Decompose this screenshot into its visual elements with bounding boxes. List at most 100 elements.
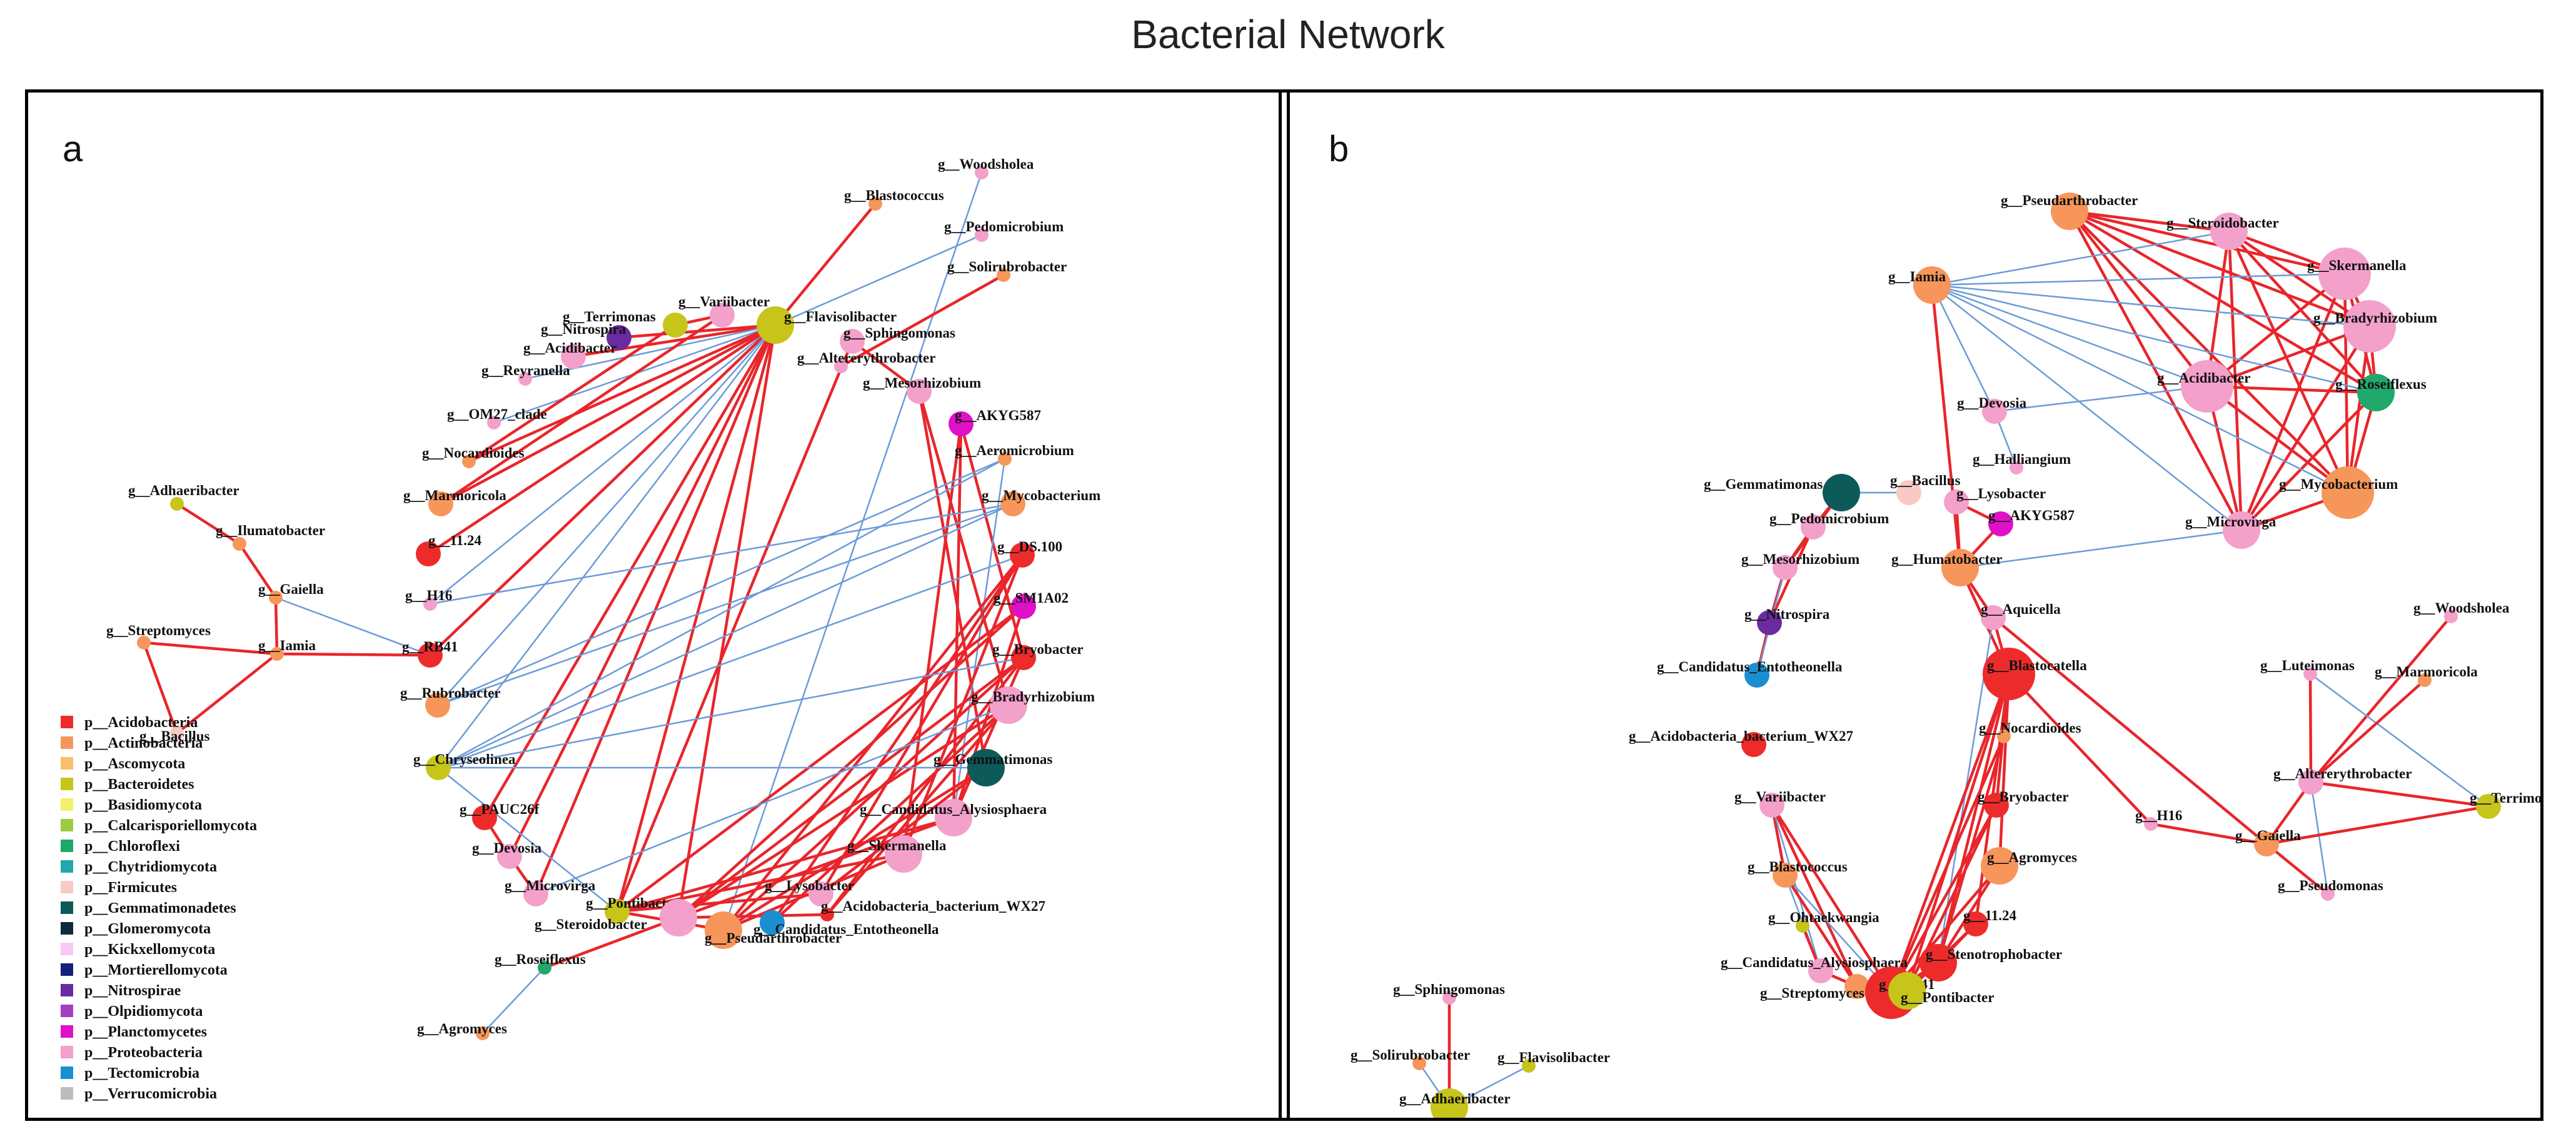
node-circle[interactable]: [1983, 648, 2035, 700]
node-circle[interactable]: [606, 325, 631, 350]
node-circle[interactable]: [1801, 514, 1826, 539]
node-nitrospira[interactable]: g__Nitrospira: [541, 321, 631, 350]
node-circle[interactable]: [1984, 793, 2009, 818]
node-circle[interactable]: [1981, 847, 2018, 885]
node-circle[interactable]: [1844, 974, 1869, 999]
node-circle[interactable]: [1888, 972, 1926, 1010]
node-skermanella[interactable]: g__Skermanella: [847, 835, 947, 873]
node-skermanella[interactable]: g__Skermanella: [2307, 248, 2407, 300]
node-steroidobacter[interactable]: g__Steroidobacter: [2166, 213, 2279, 250]
node-steroidobacter[interactable]: g__Steroidobacter: [535, 899, 697, 936]
node-gemmatimonas[interactable]: g__Gemmatimonas: [933, 749, 1052, 786]
node-roseiflexus[interactable]: g__Roseiflexus: [495, 951, 586, 975]
node-circle[interactable]: [2418, 673, 2432, 687]
node-circle[interactable]: [998, 452, 1012, 466]
node-lysobacter[interactable]: g__Lysobacter: [1944, 486, 2046, 514]
node-circle[interactable]: [808, 881, 833, 906]
node-bradyrhizobium[interactable]: g__Bradyrhizobium: [2313, 300, 2437, 353]
node-pauc26f[interactable]: g__PAUC26f: [460, 801, 540, 830]
node-candidatus-alysiosphaera[interactable]: g__Candidatus_Alysiosphaera: [860, 799, 1047, 836]
node-variibacter[interactable]: g__Variibacter: [678, 294, 770, 328]
node-circle[interactable]: [935, 799, 972, 836]
node-mycobacterium[interactable]: g__Mycobacterium: [2279, 466, 2398, 519]
node-circle[interactable]: [948, 411, 974, 436]
node-circle[interactable]: [2476, 794, 2501, 819]
node-om27-clade[interactable]: g__OM27_clade: [447, 406, 547, 429]
node-pontibacter[interactable]: g__Pontibacter: [1888, 972, 1994, 1010]
node-humatobacter[interactable]: g__Humatobacter: [1891, 549, 2003, 586]
node-pedomicrobium[interactable]: g__Pedomicrobium: [1769, 511, 1889, 539]
node-luteimonas[interactable]: g__Luteimonas: [2260, 658, 2355, 681]
node-acidobacteria-bacterium-wx27[interactable]: g__Acidobacteria_bacterium_WX27: [1629, 728, 1853, 757]
node-circle[interactable]: [423, 597, 437, 611]
node-circle[interactable]: [1522, 1059, 1536, 1073]
node-aeromicrobium[interactable]: g__Aeromicrobium: [955, 443, 1074, 466]
node-blastococcus[interactable]: g__Blastococcus: [844, 188, 944, 211]
node-terrimonas[interactable]: g__Terrimonas: [2470, 790, 2540, 819]
node-iamia[interactable]: g__Iamia: [1888, 266, 1951, 304]
node-circle[interactable]: [834, 359, 848, 373]
node-circle[interactable]: [1963, 911, 1988, 936]
node-circle[interactable]: [710, 303, 735, 328]
node-circle[interactable]: [416, 541, 441, 566]
node-akyg587[interactable]: g__AKYG587: [948, 408, 1041, 436]
node-circle[interactable]: [1011, 645, 1036, 670]
node-adhaeribacter[interactable]: g__Adhaeribacter: [128, 483, 239, 511]
node-woodsholea[interactable]: g__Woodsholea: [2413, 600, 2510, 623]
node-circle[interactable]: [1431, 1088, 1468, 1118]
node-circle[interactable]: [1941, 549, 1979, 586]
node-circle[interactable]: [990, 686, 1027, 724]
node-blastococcus[interactable]: g__Blastococcus: [1748, 859, 1848, 888]
node-rb41[interactable]: g__RB41: [402, 639, 458, 668]
node-terrimonas[interactable]: g__Terrimonas: [563, 309, 688, 338]
node-gemmatimonas[interactable]: g__Gemmatimonas: [1704, 474, 1860, 511]
node-circle[interactable]: [472, 805, 497, 830]
node-acidibacter[interactable]: g__Acidibacter: [523, 340, 616, 369]
node-circle[interactable]: [2254, 831, 2279, 856]
node-chryseolinea[interactable]: g__Chryseolinea: [413, 751, 516, 780]
node-microvirga[interactable]: g__Microvirga: [2185, 511, 2277, 549]
node-circle[interactable]: [663, 313, 688, 338]
node-ilumatobacter[interactable]: g__Ilumatobacter: [216, 523, 325, 551]
node-11-24[interactable]: g__11.24: [1963, 908, 2016, 936]
node-h16[interactable]: g__H16: [2135, 808, 2182, 831]
node-flavisolibacter[interactable]: g__Flavisolibacter: [757, 306, 897, 344]
node-circle[interactable]: [757, 306, 794, 344]
node-h16[interactable]: g__H16: [405, 588, 452, 611]
node-candidatus-entotheonella[interactable]: g__Candidatus_Entotheonella: [1657, 659, 1843, 688]
node-circle[interactable]: [2322, 466, 2374, 519]
node-woodsholea[interactable]: g__Woodsholea: [938, 156, 1034, 179]
node-altererythrobacter[interactable]: g__Altererythrobacter: [2273, 766, 2412, 795]
node-circle[interactable]: [1412, 1056, 1426, 1070]
node-circle[interactable]: [137, 636, 151, 650]
node-streptomyces[interactable]: g__Streptomyces: [106, 623, 211, 650]
node-circle[interactable]: [975, 228, 989, 242]
node-sm1a02[interactable]: g__SM1A02: [994, 590, 1069, 619]
node-circle[interactable]: [705, 911, 742, 949]
node-agromyces[interactable]: g__Agromyces: [417, 1021, 507, 1040]
node-circle[interactable]: [2223, 511, 2260, 549]
node-aquicella[interactable]: g__Aquicella: [1981, 601, 2061, 630]
node-microvirga[interactable]: g__Microvirga: [505, 878, 596, 906]
node-bacillus[interactable]: g__Bacillus: [139, 726, 210, 744]
node-sphingomonas[interactable]: g__Sphingomonas: [840, 325, 955, 354]
node-circle[interactable]: [1796, 919, 1809, 933]
node-circle[interactable]: [233, 537, 246, 551]
node-circle[interactable]: [820, 908, 834, 921]
node-devosia[interactable]: g__Devosia: [1957, 395, 2027, 424]
node-circle[interactable]: [660, 899, 697, 936]
node-circle[interactable]: [2321, 887, 2335, 901]
node-circle[interactable]: [487, 416, 501, 429]
node-circle[interactable]: [840, 329, 865, 354]
node-candidatus-alysiosphaera[interactable]: g__Candidatus_Alysiosphaera: [1721, 955, 1908, 983]
node-circle[interactable]: [428, 491, 453, 516]
node-mesorhizobium[interactable]: g__Mesorhizobium: [1741, 551, 1859, 580]
node-circle[interactable]: [1896, 480, 1921, 505]
node-circle[interactable]: [2298, 770, 2323, 795]
node-circle[interactable]: [1988, 511, 2013, 536]
node-rubrobacter[interactable]: g__Rubrobacter: [400, 685, 501, 718]
node-circle[interactable]: [1773, 555, 1798, 580]
node-circle[interactable]: [1741, 732, 1766, 757]
node-halliangium[interactable]: g__Halliangium: [1973, 451, 2071, 474]
node-streptomyces[interactable]: g__Streptomyces: [1760, 974, 1869, 1001]
